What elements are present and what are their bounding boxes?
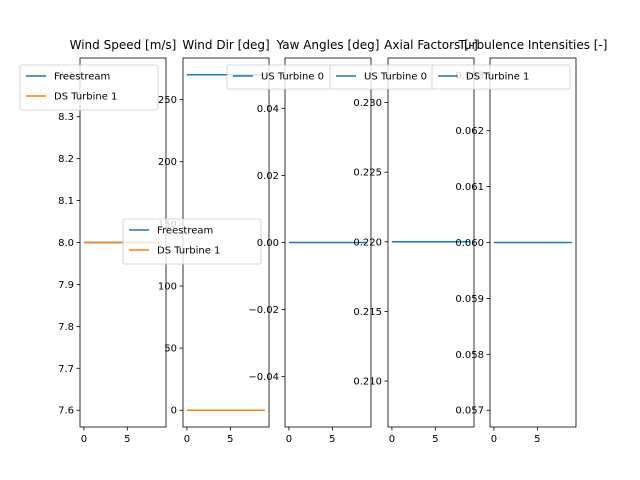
x-tick-label: 0 xyxy=(389,434,395,445)
panel-5: 050.0570.0580.0590.0600.0610.0620.063Tur… xyxy=(431,38,608,445)
y-tick-label: 0.230 xyxy=(353,98,382,109)
axes-frame xyxy=(387,57,475,428)
x-tick-label: 0 xyxy=(286,434,292,445)
panel-title: Wind Speed [m/s] xyxy=(70,38,177,52)
y-tick-label: 0.04 xyxy=(257,104,279,115)
y-tick-label: −0.04 xyxy=(248,372,279,383)
x-tick-label: 5 xyxy=(329,434,335,445)
legend: US Turbine 0 xyxy=(329,64,437,90)
legend-label: Freestream xyxy=(54,72,110,83)
x-tick-label: 5 xyxy=(534,434,540,445)
y-tick-label: 0.02 xyxy=(257,171,279,182)
panel-4: 0 5 0.210 0.215 0.220 0.225 0.230 Axial Factors… xyxy=(329,38,478,445)
y-tick-label: 50 xyxy=(164,344,177,355)
x-tick-label: 5 xyxy=(227,434,233,445)
y-tick-label: 0.059 xyxy=(455,294,484,305)
y-tick-label: 0.058 xyxy=(455,350,484,361)
y-tick-label: 7.7 xyxy=(58,364,74,375)
y-tick-label: 0.220 xyxy=(353,237,382,248)
y-tick-label: 8.3 xyxy=(58,112,74,123)
x-tick-label: 5 xyxy=(124,434,130,445)
legend: DS Turbine 1 xyxy=(431,64,571,90)
legend-label: DS Turbine 1 xyxy=(54,92,117,103)
legend-label: DS Turbine 1 xyxy=(466,72,529,83)
y-tick-label: 8.2 xyxy=(58,154,74,165)
y-tick-label: 7.6 xyxy=(58,406,74,417)
panel-title: Yaw Angles [deg] xyxy=(276,38,380,52)
y-tick-label: −0.02 xyxy=(248,305,279,316)
x-tick-label: 0 xyxy=(81,434,87,445)
legend: Freestream DS Turbine 1 xyxy=(19,64,159,111)
legend-label: Freestream xyxy=(157,226,213,237)
y-tick-label: 0.215 xyxy=(353,307,382,318)
y-tick-label: 0.225 xyxy=(353,168,382,179)
legend-box xyxy=(431,64,571,90)
panel-1: 057.67.77.87.98.08.18.28.38.4Wind Speed … xyxy=(19,38,177,445)
y-tick-label: 100 xyxy=(158,281,177,292)
y-tick-label: 7.9 xyxy=(58,280,74,291)
legend: US Turbine 0 xyxy=(226,64,334,90)
y-tick-label: 0.060 xyxy=(455,238,484,249)
x-tick-label: 0 xyxy=(184,434,190,445)
y-tick-label: 0.00 xyxy=(257,238,279,249)
legend-label: US Turbine 0 xyxy=(364,72,427,83)
y-tick-label: 8.0 xyxy=(58,238,74,249)
y-tick-label: 7.8 xyxy=(58,322,74,333)
y-tick-label: 0.057 xyxy=(455,406,484,417)
legend-label: US Turbine 0 xyxy=(261,72,324,83)
y-tick-label: 0.210 xyxy=(353,377,382,388)
legend-box xyxy=(19,64,159,111)
x-tick-label: 0 xyxy=(491,434,497,445)
y-tick-label: 8.1 xyxy=(58,196,74,207)
x-tick-label: 5 xyxy=(432,434,438,445)
panel-title: Turbulence Intensities [-] xyxy=(458,38,608,52)
panel-title: Axial Factors [-] xyxy=(384,38,478,52)
y-tick-label: 250 xyxy=(158,95,177,106)
legend-label: DS Turbine 1 xyxy=(157,246,220,257)
y-tick-label: 0.062 xyxy=(455,126,484,137)
legend-box xyxy=(122,218,262,265)
y-tick-label: 200 xyxy=(158,157,177,168)
y-tick-label: 0.061 xyxy=(455,182,484,193)
y-tick-label: 0 xyxy=(171,406,177,417)
panel-2: 05050100150200250Wind Dir [deg]Freestrea… xyxy=(122,38,270,445)
legend: Freestream DS Turbine 1 xyxy=(122,218,262,265)
panel-3: 0 5 −0.04 −0.02 0.00 0.02 0.04 Yaw Angles [deg]… xyxy=(226,38,380,445)
panel-title: Wind Dir [deg] xyxy=(182,38,269,52)
